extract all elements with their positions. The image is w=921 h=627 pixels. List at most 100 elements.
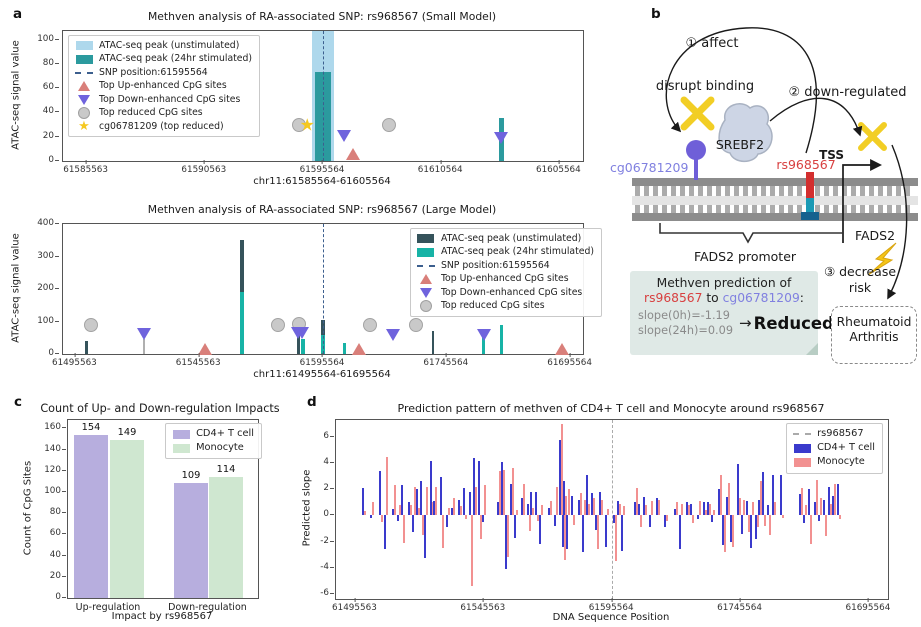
affect-label: ① affect	[685, 36, 739, 51]
monocyte-slope-bar	[465, 515, 468, 520]
cd4-slope-bar	[823, 499, 826, 516]
monocyte-slope-bar	[675, 502, 678, 516]
monocyte-slope-bar	[640, 515, 643, 528]
y-tick: -6	[320, 587, 334, 598]
swatch	[172, 429, 190, 439]
reduced-cpg-marker	[362, 317, 377, 332]
cd4-slope-bar	[407, 502, 410, 516]
legend-row: Top Down-enhanced CpG sites	[74, 93, 252, 106]
plot-slope-title: Prediction pattern of methven of CD4+ T …	[397, 402, 825, 415]
plot-large-model: Methven analysis of RA-associated SNP: r…	[37, 203, 610, 393]
plot-count-title: Count of Up- and Down-regulation Impacts	[40, 402, 280, 415]
count-bar-value: 109	[181, 469, 201, 481]
legend-row: ATAC-seq peak (unstimulated)	[74, 39, 252, 52]
plot-small-xlabel: chr11:61585564-61605564	[253, 176, 391, 187]
cd4-slope-bar	[548, 507, 551, 516]
cd4-slope-bar	[514, 515, 517, 538]
prediction-title: Methven prediction of	[656, 276, 792, 290]
cd4-slope-bar	[689, 503, 692, 516]
legend-row: Monocyte	[171, 441, 254, 455]
monocyte-slope-bar	[614, 515, 617, 562]
cd4-slope-bar	[828, 486, 831, 516]
monocyte-slope-bar	[681, 503, 684, 516]
legend-label: cg06781209 (top reduced)	[99, 120, 224, 132]
cd4-slope-bar	[497, 502, 500, 516]
cd4-slope-bar	[478, 460, 481, 516]
dna-light-band	[632, 196, 918, 205]
y-tick: 0	[55, 592, 66, 602]
legend-row: SNP position:61595564	[416, 259, 594, 272]
x-tick: 61595564	[299, 353, 345, 368]
monocyte-slope-bar	[540, 504, 543, 516]
y-tick: 140	[44, 443, 66, 454]
count-bar-value: 149	[117, 427, 137, 439]
cd4-slope-bar	[582, 515, 584, 552]
plot-slope-ylabel: Predicted slope	[301, 469, 313, 547]
monocyte-slope-bar	[372, 502, 375, 516]
cd4-slope-bar	[553, 515, 556, 526]
cd4-slope-bar	[458, 499, 460, 516]
prediction-colon: :	[799, 291, 804, 305]
cd4-slope-bar	[538, 515, 541, 545]
cd4-slope-bar	[558, 439, 561, 516]
legend-row: ★ cg06781209 (top reduced)	[74, 120, 252, 133]
cd4-slope-bar	[649, 515, 652, 528]
swatch	[75, 41, 93, 51]
cd4-slope-bar	[379, 470, 382, 516]
monocyte-slope-bar	[579, 493, 582, 516]
y-tick: 0	[323, 509, 334, 520]
legend-label: ATAC-seq peak (24hr stimulated)	[99, 53, 253, 65]
monocyte-slope-bar	[720, 474, 723, 516]
legend-swatch-dash-icon	[416, 264, 436, 267]
dna-top-strand	[632, 178, 918, 186]
monocyte-slope-bar	[742, 499, 745, 516]
prediction-rs: rs968567	[644, 291, 703, 305]
legend-label: ATAC-seq peak (unstimulated)	[99, 40, 240, 51]
cd4-slope-bar	[711, 515, 714, 522]
cd4-slope-bar	[779, 474, 782, 516]
y-tick: 6	[323, 430, 334, 441]
prediction-result: Reduced	[753, 313, 834, 333]
up-enhanced-cpg-marker	[198, 342, 213, 355]
y-tick: 80	[49, 507, 67, 518]
cd4-slope-bar	[562, 481, 565, 516]
disrupt-x-icon	[680, 96, 715, 131]
cd4-slope-bar	[766, 504, 769, 516]
monocyte-slope-bar	[815, 480, 818, 516]
y-tick: 40	[49, 549, 67, 560]
cd4-slope-bar	[362, 487, 365, 516]
snp-position-line	[323, 224, 324, 354]
plot-small-yticks: 0 20 40 60 80 100	[32, 30, 60, 165]
monocyte-slope-bar	[774, 502, 776, 516]
legend-swatch-tri-down-icon	[416, 287, 436, 298]
cd4-slope-bar	[798, 494, 801, 516]
swatch	[793, 458, 811, 467]
monocyte-slope-bar	[413, 486, 416, 516]
monocyte-slope-bar	[651, 501, 654, 516]
x-tick: 61745564	[717, 598, 762, 613]
prediction-to: to	[702, 291, 723, 305]
risk-label: risk	[848, 280, 872, 295]
y-tick: 2	[323, 483, 334, 494]
rs-snp-label: rs968567	[776, 157, 836, 172]
slope-24h: slope(24h)=0.09	[638, 324, 734, 337]
count-bar-value: 114	[216, 464, 236, 476]
plot-count-legend: CD4+ T cell Monocyte	[165, 423, 262, 460]
cpg-lollipop-stem	[694, 155, 698, 180]
cd4-slope-bar	[604, 515, 607, 547]
reduced-cpg-marker	[292, 117, 307, 132]
legend-label: Top Up-enhanced CpG sites	[440, 273, 569, 285]
monocyte-slope-bar	[601, 499, 604, 516]
atac-peak-bar	[240, 239, 244, 293]
prediction-box: Methven prediction of rs968567 to cg0678…	[630, 271, 834, 355]
y-tick: -2	[320, 535, 334, 546]
monocyte-slope-bar	[764, 515, 767, 526]
monocyte-slope-bar	[698, 501, 701, 516]
plot-count-xlabel: Impact by rs968567	[111, 611, 213, 622]
atac-peak-bar	[315, 72, 331, 161]
cd4-slope-bar	[803, 515, 806, 524]
swatch	[419, 274, 432, 285]
legend-swatch-rect-icon	[171, 429, 191, 439]
cd4-slope-bar	[440, 477, 443, 516]
legend-row: Top Up-enhanced CpG sites	[416, 272, 594, 285]
